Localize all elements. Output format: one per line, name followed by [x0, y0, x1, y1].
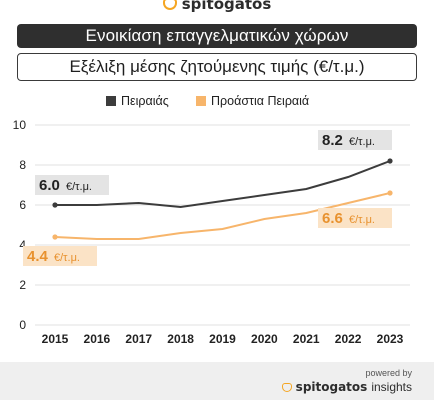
- x-tick-label: 2020: [251, 332, 278, 346]
- x-tick-label: 2016: [84, 332, 111, 346]
- series-line: [54, 192, 391, 240]
- chart-title: Ενοικίαση επαγγελματικών χώρων: [17, 24, 417, 48]
- x-tick-label: 2022: [335, 332, 362, 346]
- annotation-box: [318, 130, 392, 150]
- insights-brand-suffix: insights: [371, 380, 412, 394]
- annotation-value: 8.2: [322, 132, 343, 149]
- brand-name: spitogatos: [181, 0, 272, 13]
- annotation-value: 6.0: [39, 177, 60, 194]
- y-tick-label: 8: [19, 158, 26, 172]
- footer: powered by spitogatos insights: [0, 362, 434, 400]
- annotation-value: 6.6: [322, 210, 343, 227]
- x-tick-label: 2023: [377, 332, 404, 346]
- y-tick-label: 6: [19, 198, 26, 212]
- chart-subtitle: Εξέλιξη μέσης ζητούμενης τιμής (€/τ.μ.): [17, 53, 417, 81]
- brand-header: spitogatos: [0, 0, 434, 14]
- data-point: [52, 234, 58, 240]
- spitogatos-logo-icon: [162, 0, 177, 10]
- annotation-unit: €/τ.μ.: [66, 181, 92, 193]
- annotation-box: [318, 208, 392, 228]
- annotation-value: 4.4: [27, 248, 49, 265]
- x-tick-label: 2019: [209, 332, 236, 346]
- powered-by-label: powered by: [365, 368, 412, 378]
- legend-label: Πειραιάς: [121, 94, 169, 108]
- y-tick-label: 10: [13, 118, 27, 132]
- legend-label: Προάστια Πειραιά: [211, 94, 309, 108]
- annotation-unit: €/τ.μ.: [54, 252, 80, 264]
- annotation-unit: €/τ.μ.: [349, 136, 375, 148]
- data-point: [387, 190, 393, 196]
- data-point: [52, 202, 58, 208]
- annotation-box: [35, 175, 109, 195]
- legend-swatch: [106, 96, 116, 106]
- insights-brand-name: spitogatos: [295, 380, 368, 394]
- series-line: [55, 160, 391, 209]
- insights-brand: spitogatos insights: [281, 380, 412, 394]
- line-chart: 0 2 4 6 8 10 2015 2016 2017 2018 2019 2020 2021 2022 2…: [13, 94, 410, 346]
- x-tick-label: 2015: [42, 332, 69, 346]
- spitogatos-insights-logo-icon: [281, 382, 292, 392]
- annotation-box: [23, 246, 97, 266]
- y-tick-label: 4: [19, 238, 26, 252]
- x-tick-label: 2018: [167, 332, 194, 346]
- legend-swatch: [196, 96, 206, 106]
- x-tick-label: 2021: [293, 332, 320, 346]
- data-point: [387, 158, 393, 164]
- x-tick-label: 2017: [125, 332, 152, 346]
- y-tick-label: 0: [19, 318, 26, 332]
- y-tick-label: 2: [19, 278, 26, 292]
- annotation-unit: €/τ.μ.: [349, 214, 375, 226]
